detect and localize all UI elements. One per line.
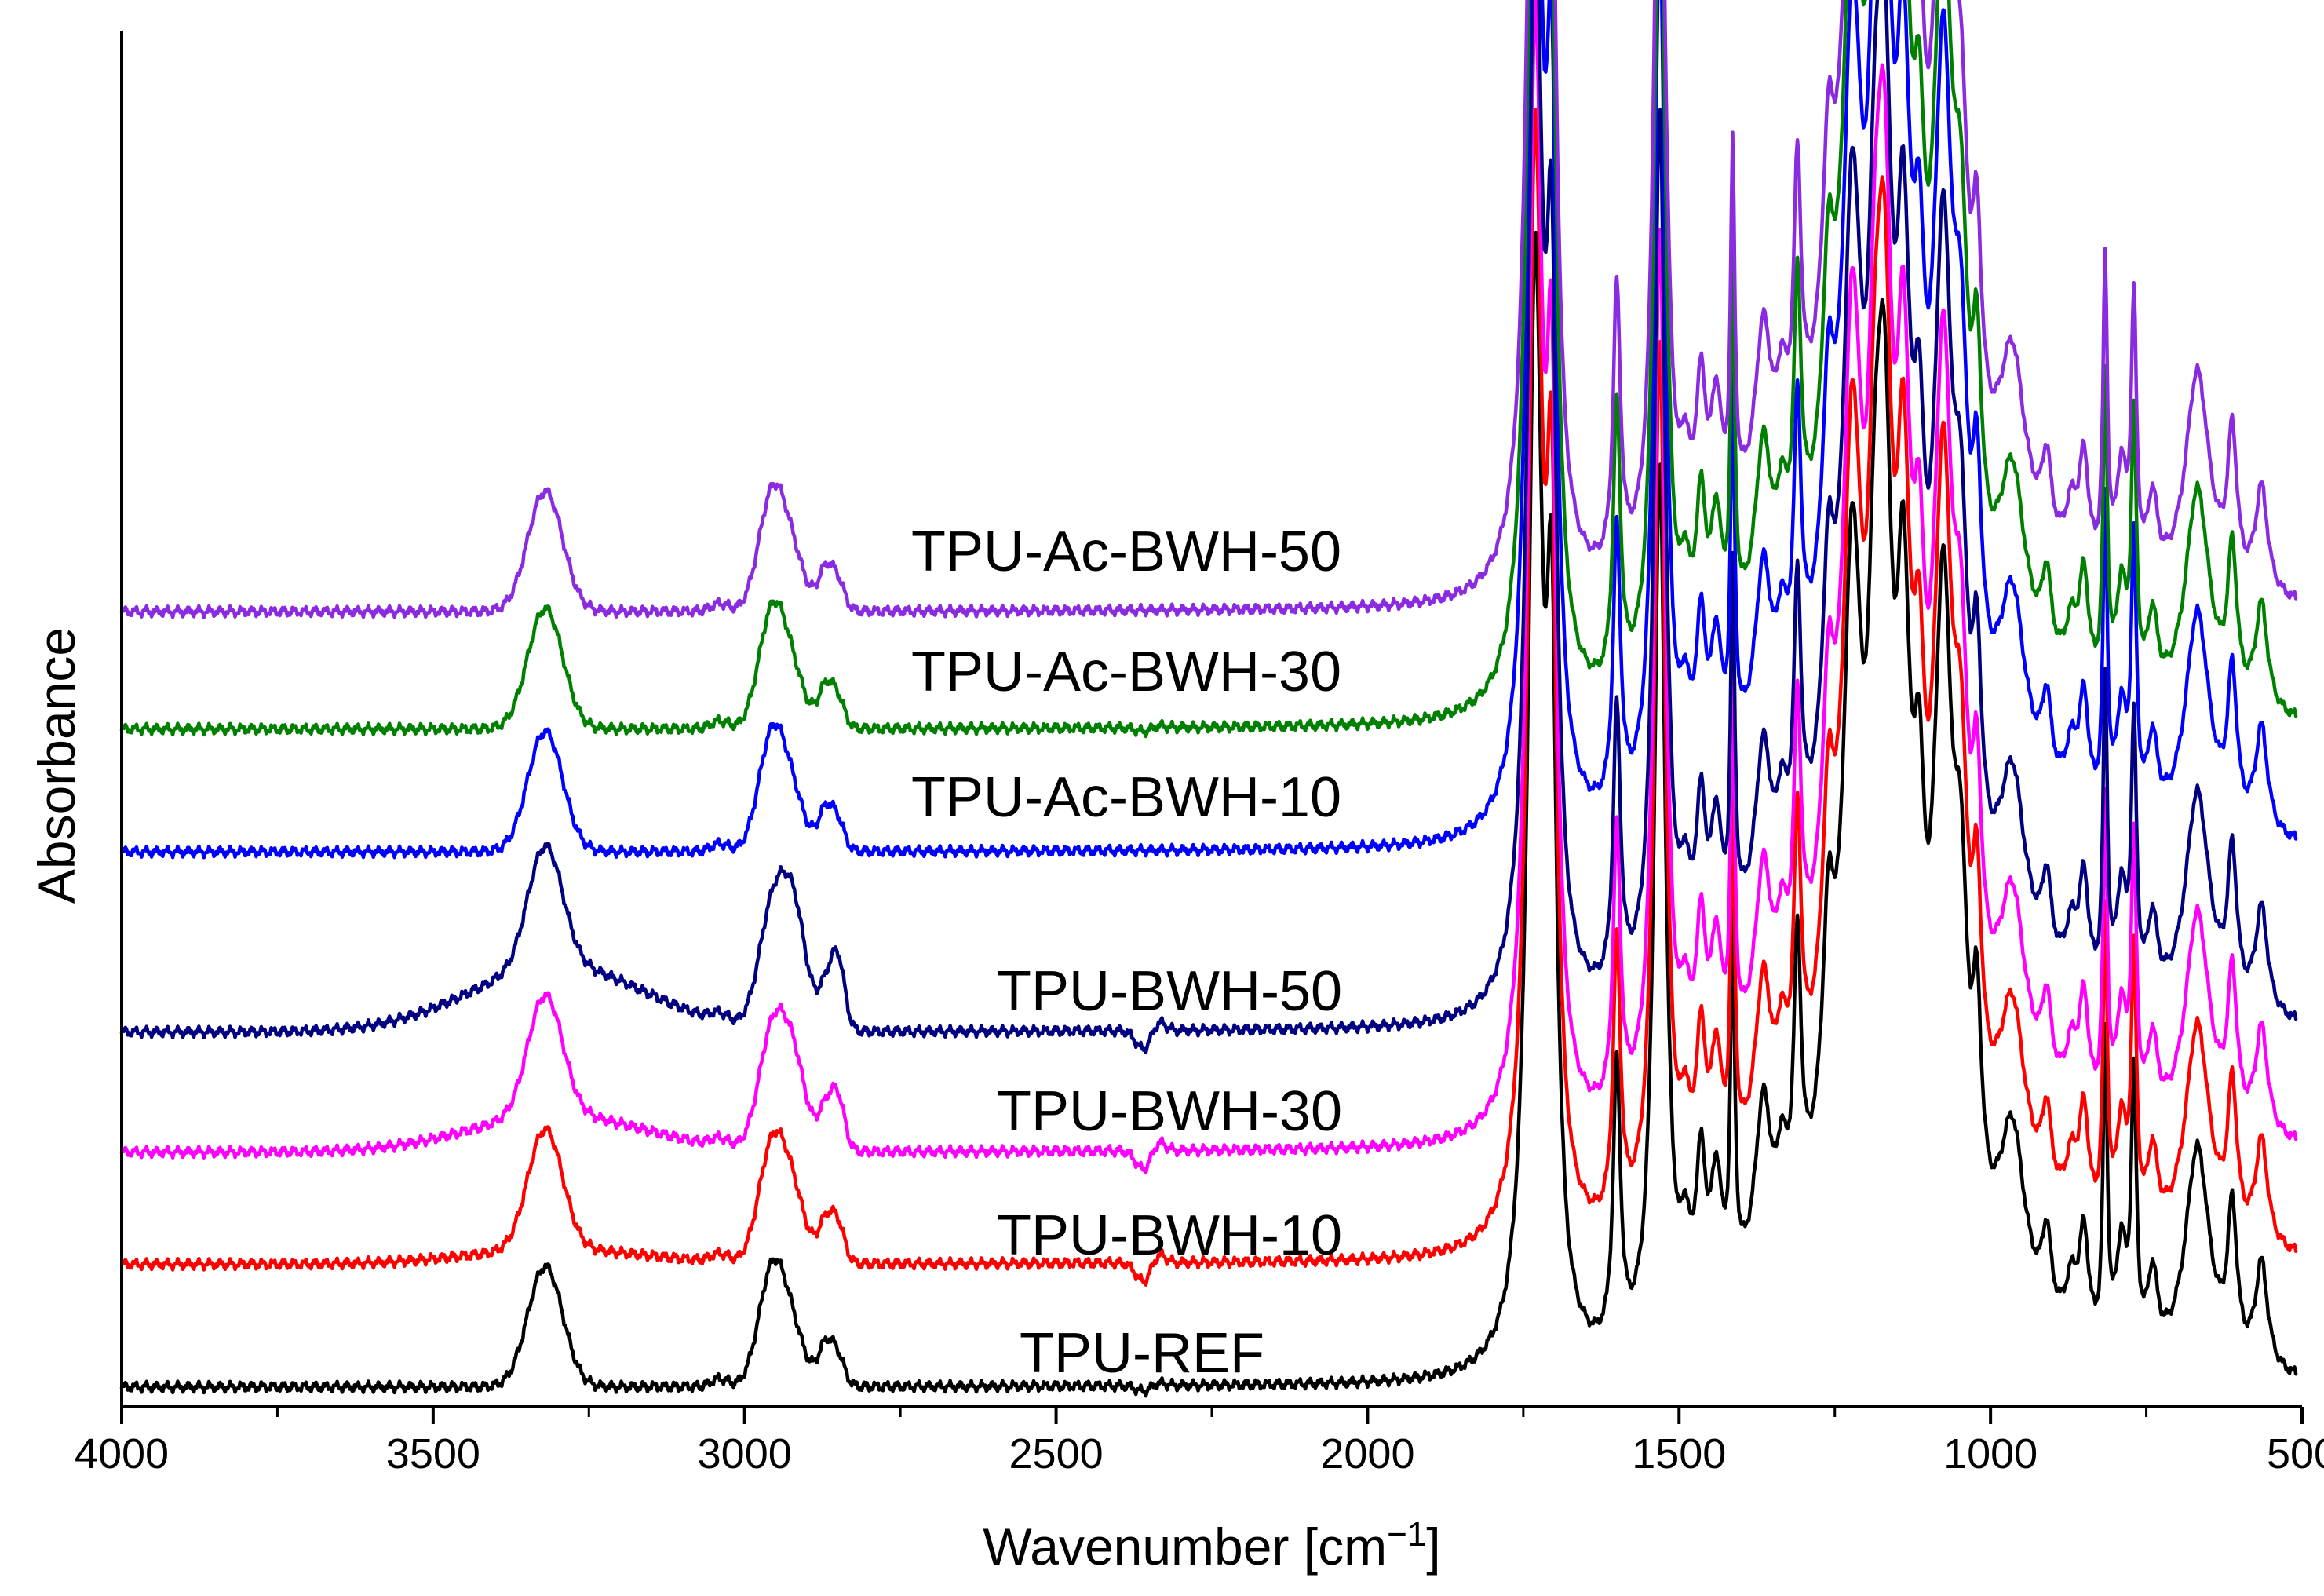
series-line-tpu-bwh-30 — [119, 0, 2298, 1175]
x-axis-title-superscript: −1 — [1387, 1515, 1426, 1554]
x-tick-label: 2500 — [1009, 1430, 1104, 1477]
x-tick-label: 3000 — [698, 1430, 792, 1477]
x-tick-label: 1000 — [1943, 1430, 2038, 1477]
series-label-tpu-ac-bwh-30: TPU-Ac-BWH-30 — [911, 641, 1341, 703]
series-label-tpu-ref: TPU-REF — [1020, 1322, 1264, 1385]
series-label-tpu-bwh-50: TPU-BWH-50 — [997, 960, 1342, 1023]
series-label-tpu-ac-bwh-50: TPU-Ac-BWH-50 — [911, 520, 1341, 583]
x-tick-label: 2000 — [1320, 1430, 1414, 1477]
y-axis-title: Absorbance — [27, 627, 86, 904]
x-axis-title-main: Wavenumber [cm — [983, 1517, 1387, 1576]
series-labels: TPU-REF TPU-BWH-10 TPU-BWH-30 TPU-BWH-50 TPU… — [911, 520, 1342, 1385]
x-axis-title: Wavenumber [cm−1] — [983, 1515, 1440, 1576]
series-line-tpu-ac-bwh-10 — [119, 0, 2298, 860]
series-label-tpu-ac-bwh-10: TPU-Ac-BWH-10 — [911, 766, 1341, 829]
series-line-tpu-ac-bwh-30 — [119, 0, 2298, 739]
x-tick-label: 3500 — [386, 1430, 480, 1477]
series-label-tpu-bwh-10: TPU-BWH-10 — [997, 1204, 1342, 1267]
series-line-tpu-bwh-50 — [119, 0, 2298, 1055]
x-axis-title-close: ] — [1426, 1517, 1440, 1576]
x-axis-ticks: 4000 3500 3000 2500 2000 1500 1000 500 — [75, 1407, 2324, 1477]
series-line-tpu-ref — [119, 230, 2298, 1398]
series-line-tpu-ac-bwh-50 — [119, 0, 2298, 619]
series-label-tpu-bwh-30: TPU-BWH-30 — [997, 1080, 1342, 1143]
x-tick-label: 500 — [2267, 1430, 2324, 1477]
x-tick-label: 1500 — [1632, 1430, 1726, 1477]
x-tick-label: 4000 — [75, 1430, 169, 1477]
spectra-traces — [119, 0, 2298, 1398]
series-line-tpu-bwh-10 — [119, 108, 2298, 1287]
